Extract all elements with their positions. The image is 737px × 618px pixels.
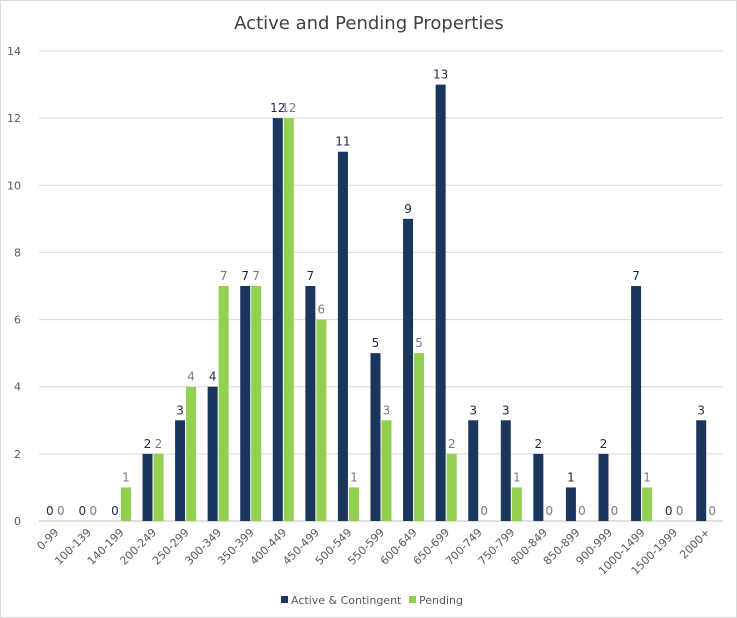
bar-active: [500, 420, 511, 521]
bar-pending: [283, 118, 294, 522]
data-label: 4: [187, 370, 195, 384]
bar-active: [533, 453, 544, 521]
data-label: 0: [480, 504, 488, 518]
bar-pending: [153, 453, 164, 521]
y-tick-label: 6: [14, 314, 21, 327]
data-label: 0: [46, 504, 54, 518]
y-tick-label: 8: [14, 246, 21, 259]
bar-pending: [218, 286, 229, 521]
y-tick-label: 0: [14, 515, 21, 528]
data-label: 5: [372, 336, 380, 350]
data-label: 5: [415, 336, 423, 350]
y-tick-label: 12: [7, 112, 21, 125]
data-label: 4: [209, 370, 217, 384]
data-label: 12: [270, 101, 285, 115]
bar-pending: [251, 286, 262, 521]
y-tick-label: 2: [14, 448, 21, 461]
x-tick-label: 2000+: [677, 526, 713, 562]
data-label: 7: [252, 269, 260, 283]
legend-swatch: [281, 596, 288, 603]
bar-pending: [511, 487, 522, 521]
bar-pending: [186, 386, 197, 521]
bar-active: [175, 420, 186, 521]
data-label: 0: [79, 504, 87, 518]
bar-active: [272, 118, 283, 522]
data-label: 0: [708, 504, 716, 518]
data-label: 2: [448, 437, 456, 451]
legend-swatch: [409, 596, 416, 603]
data-label: 0: [111, 504, 119, 518]
data-label: 7: [241, 269, 249, 283]
x-tick-label: 0-99: [35, 526, 62, 553]
bar-active: [142, 453, 153, 521]
data-label: 3: [383, 403, 391, 417]
bar-pending: [348, 487, 359, 521]
data-label: 0: [611, 504, 619, 518]
bar-active: [403, 218, 414, 521]
data-label: 1: [350, 470, 358, 484]
data-label: 1: [567, 470, 575, 484]
bar-active: [370, 353, 381, 521]
data-label: 2: [155, 437, 163, 451]
data-label: 7: [220, 269, 228, 283]
data-label: 3: [176, 403, 184, 417]
bar-active: [631, 286, 642, 521]
bar-active: [696, 420, 707, 521]
bar-active: [207, 386, 218, 521]
bar-pending: [446, 453, 457, 521]
bar-active: [435, 84, 446, 522]
bar-active: [468, 420, 479, 521]
data-label: 7: [307, 269, 315, 283]
bar-active: [305, 286, 316, 521]
bar-pending: [414, 353, 425, 521]
data-label: 1: [122, 470, 130, 484]
data-label: 2: [600, 437, 608, 451]
data-label: 12: [281, 101, 296, 115]
data-label: 11: [335, 135, 350, 149]
data-label: 0: [578, 504, 586, 518]
bar-active: [565, 487, 576, 521]
bar-pending: [381, 420, 392, 521]
legend-label: Active & Contingent: [291, 594, 402, 607]
bar-active: [240, 286, 251, 521]
data-label: 3: [697, 403, 705, 417]
data-label: 13: [433, 68, 448, 82]
chart-title: Active and Pending Properties: [234, 13, 504, 34]
bar-pending: [120, 487, 131, 521]
data-label: 0: [57, 504, 65, 518]
data-label: 9: [404, 202, 412, 216]
bar-active: [598, 453, 609, 521]
data-label: 2: [535, 437, 543, 451]
data-label: 3: [502, 403, 510, 417]
bar-pending: [316, 319, 327, 521]
data-label: 0: [676, 504, 684, 518]
y-tick-label: 4: [14, 381, 21, 394]
data-label: 0: [90, 504, 98, 518]
y-tick-label: 10: [7, 179, 21, 192]
data-label: 3: [469, 403, 477, 417]
y-tick-label: 14: [7, 45, 21, 58]
data-label: 0: [546, 504, 554, 518]
data-label: 2: [144, 437, 152, 451]
data-label: 6: [318, 303, 326, 317]
data-label: 1: [643, 470, 651, 484]
legend-label: Pending: [419, 594, 463, 607]
data-label: 0: [665, 504, 673, 518]
bar-active: [337, 151, 348, 521]
bar-pending: [642, 487, 653, 521]
data-label: 1: [513, 470, 521, 484]
data-label: 7: [632, 269, 640, 283]
